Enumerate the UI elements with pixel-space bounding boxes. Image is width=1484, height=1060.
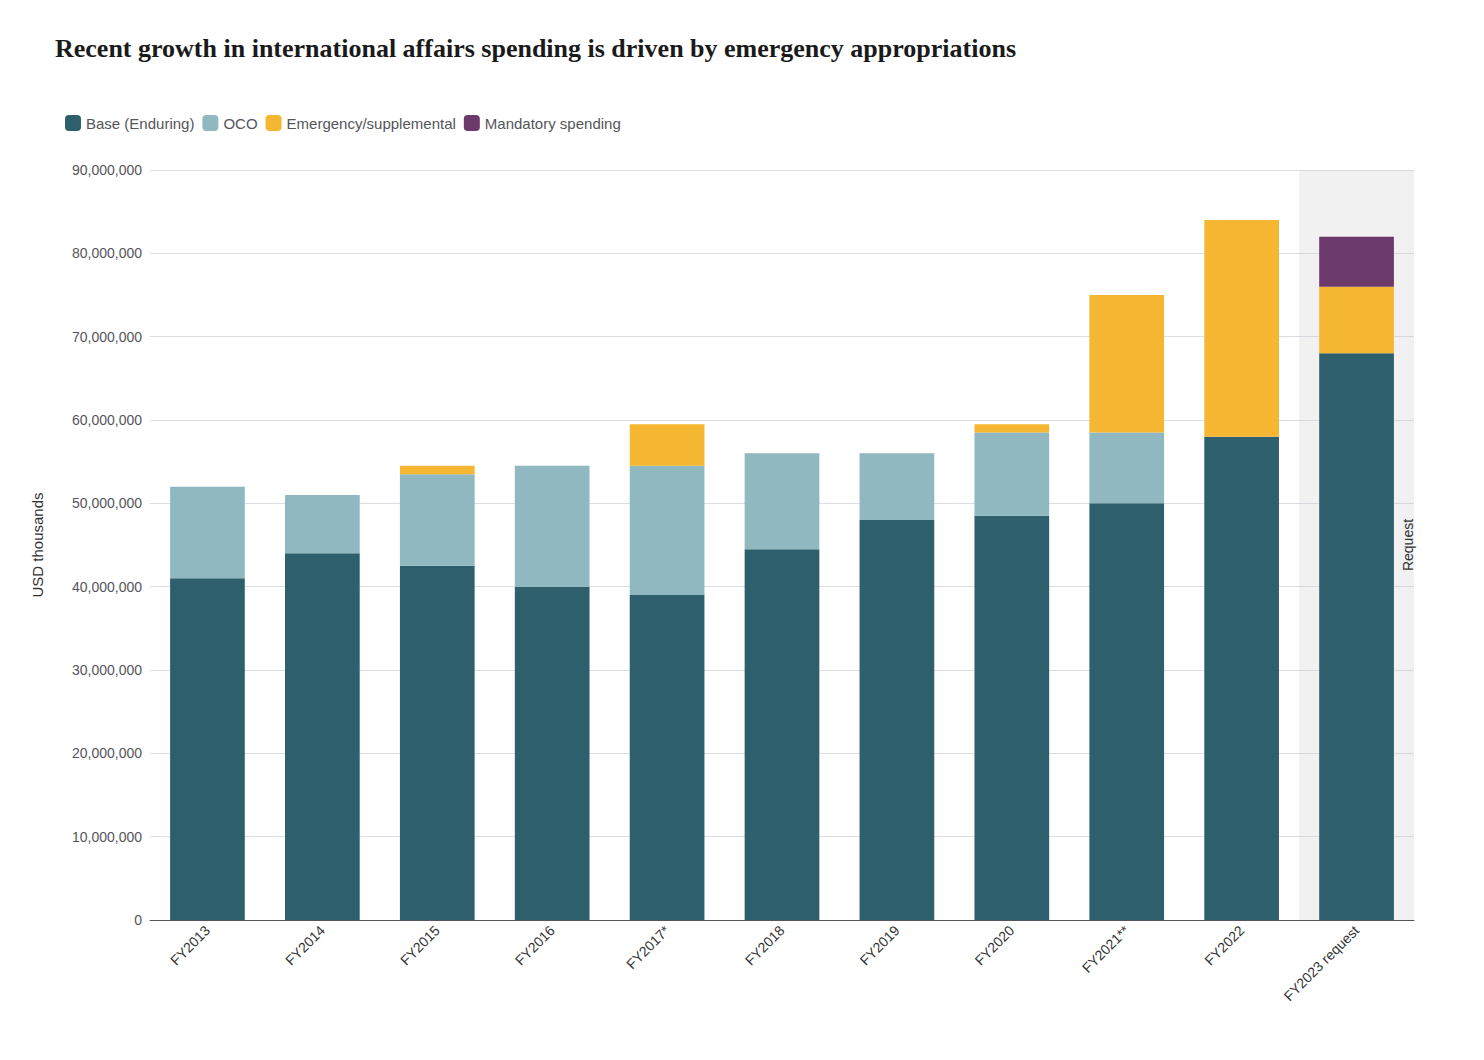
svg-text:80,000,000: 80,000,000 [72,245,142,261]
svg-text:60,000,000: 60,000,000 [72,412,142,428]
svg-text:FY2023 request: FY2023 request [1281,922,1363,1004]
svg-text:0: 0 [134,912,142,928]
svg-text:FY2016: FY2016 [512,922,558,968]
svg-text:Recent growth in international: Recent growth in international affairs s… [55,34,1016,63]
svg-text:FY2019: FY2019 [857,922,903,968]
svg-text:70,000,000: 70,000,000 [72,329,142,345]
svg-text:OCO: OCO [223,115,257,132]
svg-text:Emergency/supplemental: Emergency/supplemental [287,115,456,132]
svg-text:FY2021**: FY2021** [1079,922,1133,976]
svg-text:50,000,000: 50,000,000 [72,495,142,511]
svg-text:USD thousands: USD thousands [29,492,46,597]
svg-text:FY2014: FY2014 [282,922,328,968]
svg-text:30,000,000: 30,000,000 [72,662,142,678]
svg-text:FY2022: FY2022 [1201,922,1247,968]
svg-text:FY2015: FY2015 [397,922,443,968]
svg-text:FY2018: FY2018 [742,922,788,968]
svg-text:FY2020: FY2020 [972,922,1018,968]
svg-text:FY2013: FY2013 [167,922,213,968]
svg-text:Request: Request [1400,519,1416,571]
svg-text:90,000,000: 90,000,000 [72,162,142,178]
svg-text:Base (Enduring): Base (Enduring) [86,115,194,132]
svg-text:FY2017*: FY2017* [623,922,673,972]
svg-text:20,000,000: 20,000,000 [72,745,142,761]
svg-text:Mandatory spending: Mandatory spending [485,115,621,132]
svg-text:40,000,000: 40,000,000 [72,579,142,595]
svg-text:10,000,000: 10,000,000 [72,829,142,845]
